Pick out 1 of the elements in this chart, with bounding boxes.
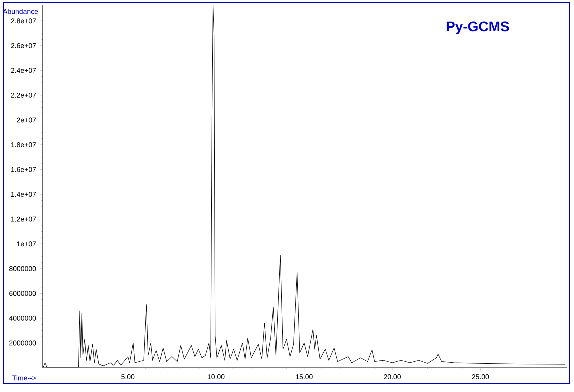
text: Py-GCMS <box>446 22 510 34</box>
